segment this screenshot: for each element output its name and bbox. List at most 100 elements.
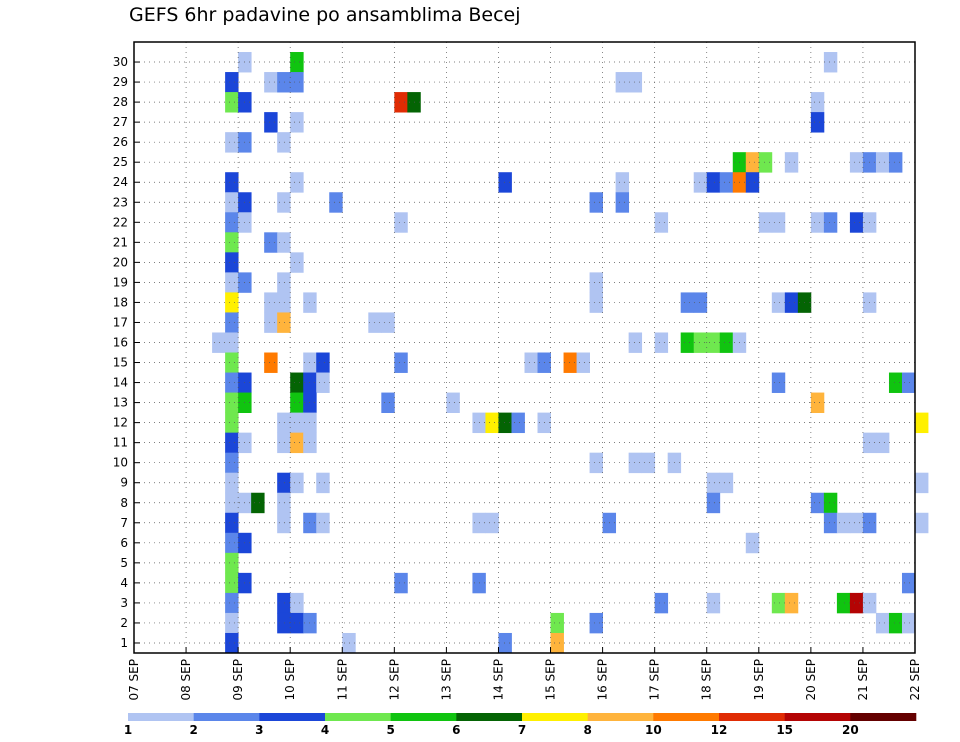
heatmap-cell xyxy=(264,312,278,333)
heatmap-cell xyxy=(888,612,903,634)
x-tick-label: 12 SEP xyxy=(387,659,401,701)
heatmap-cell xyxy=(277,272,291,293)
colorbar-label: 5 xyxy=(386,723,394,737)
y-tick-label: 28 xyxy=(113,95,128,109)
y-tick-label: 13 xyxy=(113,396,128,410)
heatmap-cell xyxy=(628,452,643,474)
colorbar-label: 20 xyxy=(842,723,859,737)
colorbar-label: 3 xyxy=(255,723,263,737)
heatmap-cell xyxy=(225,472,239,494)
y-tick-label: 7 xyxy=(120,516,128,530)
heatmap-cell xyxy=(277,432,291,454)
y-tick-label: 20 xyxy=(113,255,128,269)
y-tick-label: 23 xyxy=(113,195,128,209)
heatmap-cell xyxy=(706,492,721,514)
heatmap-cell xyxy=(719,332,734,353)
heatmap-cell xyxy=(277,412,291,434)
x-tick-label: 15 SEP xyxy=(544,659,558,701)
x-tick-label: 08 SEP xyxy=(179,659,193,701)
heatmap-cell xyxy=(264,292,278,313)
heatmap-cell xyxy=(680,332,695,353)
y-tick-label: 8 xyxy=(120,496,128,510)
heatmap-cell xyxy=(836,512,851,534)
colorbar-swatch xyxy=(784,713,851,721)
heatmap-cell xyxy=(823,52,838,73)
heatmap-cell xyxy=(277,472,291,494)
heatmap-cell xyxy=(225,592,239,614)
y-tick-label: 22 xyxy=(113,215,128,229)
heatmap-cell xyxy=(212,332,226,353)
y-tick-label: 14 xyxy=(113,376,128,390)
y-tick-label: 25 xyxy=(113,155,128,169)
heatmap-cell xyxy=(810,492,825,514)
heatmap-cell xyxy=(719,172,734,193)
y-tick-label: 1 xyxy=(120,636,128,650)
heatmap-cell xyxy=(225,552,239,574)
colorbar-label: 1 xyxy=(124,723,132,737)
heatmap-cell xyxy=(225,352,239,373)
heatmap-cell xyxy=(745,152,760,173)
heatmap-cell xyxy=(615,172,630,193)
colorbar-swatch xyxy=(719,713,785,721)
heatmap-cell xyxy=(915,512,929,534)
heatmap-cell xyxy=(485,412,499,434)
heatmap-cell xyxy=(524,352,538,373)
heatmap-cell xyxy=(823,512,838,534)
heatmap-cell xyxy=(277,612,291,634)
heatmap-cell xyxy=(225,172,239,193)
heatmap-cell xyxy=(290,72,304,93)
heatmap-cell xyxy=(290,412,304,434)
heatmap-cell xyxy=(784,592,799,614)
heatmap-cell xyxy=(706,332,721,353)
colorbar-swatch xyxy=(259,713,326,721)
y-tick-label: 17 xyxy=(113,315,128,329)
heatmap-cell xyxy=(745,172,760,193)
heatmap-cell xyxy=(290,432,304,454)
heatmap-cell xyxy=(680,292,695,313)
colorbar-swatch xyxy=(653,713,720,721)
heatmap-cell xyxy=(915,412,929,434)
x-tick-label: 13 SEP xyxy=(439,659,453,701)
y-tick-label: 16 xyxy=(113,335,128,349)
heatmap-cell xyxy=(810,92,825,113)
colorbar-swatch xyxy=(193,713,260,721)
x-tick-label: 14 SEP xyxy=(491,659,505,701)
x-tick-label: 20 SEP xyxy=(804,659,818,701)
heatmap-cell xyxy=(342,632,356,654)
x-tick-label: 11 SEP xyxy=(335,659,349,701)
y-tick-label: 21 xyxy=(113,235,128,249)
heatmap-cell xyxy=(784,292,799,313)
heatmap-cell xyxy=(498,172,512,193)
heatmap-cell xyxy=(758,152,773,173)
heatmap-cell xyxy=(823,492,838,514)
heatmap-cell xyxy=(277,492,291,514)
heatmap-cell xyxy=(225,232,239,253)
colorbar-swatch xyxy=(128,713,194,721)
colorbar-swatch xyxy=(522,713,588,721)
heatmap-cell xyxy=(316,472,330,494)
heatmap-cell xyxy=(589,612,603,634)
x-tick-label: 19 SEP xyxy=(752,659,766,701)
colorbar-legend: 1 2 3 4 5 6 7 8 10 12 15 20 xyxy=(124,713,917,737)
heatmap-cell xyxy=(225,92,239,113)
heatmap-cell xyxy=(277,132,291,153)
heatmap-cell xyxy=(290,592,304,614)
heatmap-cell xyxy=(225,452,239,474)
y-tick-label: 3 xyxy=(120,596,128,610)
heatmap-cell xyxy=(225,272,239,293)
heatmap-cell xyxy=(290,252,304,273)
heatmap-cell xyxy=(264,232,278,253)
heatmap-cell xyxy=(225,292,239,313)
heatmap-cell xyxy=(810,392,825,413)
colorbar-label: 10 xyxy=(645,723,662,737)
heatmap-cell xyxy=(875,432,890,454)
x-tick-label: 18 SEP xyxy=(700,659,714,701)
heatmap-cell xyxy=(225,332,239,353)
heatmap-cell xyxy=(225,612,239,634)
heatmap-cell xyxy=(888,372,903,393)
colorbar-label: 6 xyxy=(452,723,460,737)
y-tick-label: 6 xyxy=(120,536,128,550)
heatmap-cell xyxy=(693,172,708,193)
heatmap-cell xyxy=(745,532,760,554)
heatmap-cell xyxy=(693,292,708,313)
